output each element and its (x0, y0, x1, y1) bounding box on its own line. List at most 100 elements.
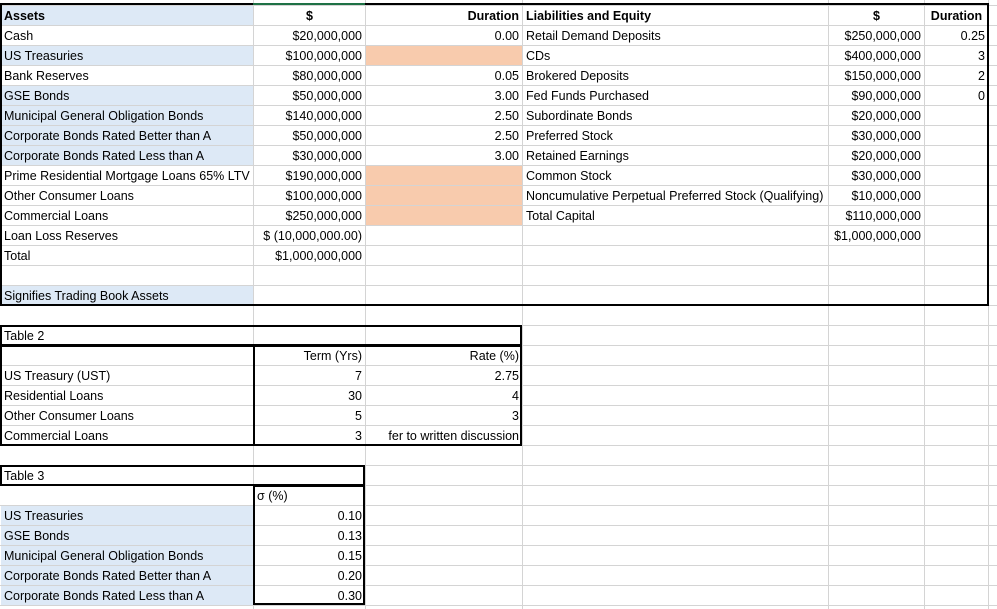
asset-duration[interactable]: 3.00 (494, 149, 519, 163)
liability-amount[interactable]: $110,000,000 (845, 209, 921, 223)
table3-row-name[interactable]: GSE Bonds (1, 526, 253, 545)
asset-amount[interactable]: $30,000,000 (292, 149, 362, 163)
liability-name[interactable]: Retained Earnings (526, 149, 629, 163)
asset-amount[interactable]: $140,000,000 (285, 109, 362, 123)
asset-amount[interactable]: $1,000,000,000 (275, 249, 362, 263)
liability-name[interactable]: Subordinate Bonds (526, 109, 633, 123)
liability-duration[interactable]: 2 (978, 69, 985, 83)
asset-amount[interactable]: $80,000,000 (292, 69, 362, 83)
liability-duration[interactable] (925, 206, 988, 225)
asset-name[interactable]: Total (4, 249, 31, 263)
asset-duration[interactable]: 2.50 (494, 109, 519, 123)
liability-duration[interactable] (925, 106, 988, 125)
liability-amount[interactable]: $400,000,000 (844, 49, 921, 63)
term-header[interactable]: Term (Yrs) (303, 349, 362, 363)
asset-duration[interactable] (366, 186, 522, 205)
asset-duration[interactable] (366, 166, 522, 185)
liability-name[interactable]: Common Stock (526, 169, 612, 183)
table2-title[interactable]: Table 2 (4, 329, 45, 343)
asset-duration[interactable]: 0.00 (494, 29, 519, 43)
table2-term[interactable]: 3 (355, 429, 362, 443)
asset-name[interactable]: Cash (4, 29, 34, 43)
amount-header[interactable]: $ (306, 9, 313, 23)
table3-sigma[interactable]: 0.20 (337, 569, 362, 583)
asset-name[interactable]: Bank Reserves (4, 69, 89, 83)
sigma-header[interactable]: σ (%) (257, 489, 288, 503)
asset-amount[interactable]: $20,000,000 (292, 29, 362, 43)
asset-duration[interactable]: 2.50 (494, 129, 519, 143)
table2-term[interactable]: 30 (348, 389, 362, 403)
liability-amount[interactable]: $20,000,000 (851, 109, 921, 123)
asset-duration[interactable]: 0.05 (494, 69, 519, 83)
table2-term[interactable]: 5 (355, 409, 362, 423)
table3-sigma[interactable]: 0.15 (337, 549, 362, 563)
liability-amount[interactable]: $90,000,000 (851, 89, 921, 103)
asset-name[interactable]: Corporate Bonds Rated Better than A (1, 126, 253, 145)
trading-book-legend[interactable]: Signifies Trading Book Assets (1, 286, 253, 305)
liability-amount[interactable]: $30,000,000 (851, 129, 921, 143)
asset-duration[interactable]: 3.00 (494, 89, 519, 103)
liability-amount[interactable]: $1,000,000,000 (834, 229, 921, 243)
asset-amount[interactable]: $100,000,000 (285, 189, 362, 203)
table3-row-name[interactable]: Corporate Bonds Rated Better than A (1, 566, 253, 585)
liability-name[interactable]: Total Capital (526, 209, 595, 223)
liability-duration[interactable] (925, 166, 988, 185)
liability-name[interactable]: Fed Funds Purchased (526, 89, 649, 103)
liability-amount[interactable]: $250,000,000 (844, 29, 921, 43)
asset-name[interactable]: Commercial Loans (4, 209, 109, 223)
table2-term[interactable]: 7 (355, 369, 362, 383)
asset-amount[interactable]: $250,000,000 (285, 209, 362, 223)
liability-duration[interactable]: 3 (978, 49, 985, 63)
asset-name[interactable]: Loan Loss Reserves (4, 229, 118, 243)
liab-amount-header[interactable]: $ (873, 9, 880, 23)
asset-amount[interactable]: $190,000,000 (285, 169, 362, 183)
liability-name[interactable] (523, 226, 828, 245)
liability-duration[interactable]: 0.25 (960, 29, 985, 43)
asset-amount[interactable]: $ (10,000,000.00) (263, 229, 362, 243)
liability-duration[interactable] (925, 146, 988, 165)
liability-amount[interactable]: $30,000,000 (851, 169, 921, 183)
table3-sigma[interactable]: 0.13 (337, 529, 362, 543)
table2-rate[interactable]: 3 (512, 409, 519, 423)
table2-rate[interactable]: fer to written discussion (388, 429, 519, 443)
asset-amount[interactable]: $50,000,000 (292, 89, 362, 103)
table3-sigma[interactable]: 0.30 (337, 589, 362, 603)
table3-row-name[interactable]: Corporate Bonds Rated Less than A (1, 586, 253, 605)
asset-name[interactable]: GSE Bonds (1, 86, 253, 105)
asset-amount[interactable]: $100,000,000 (285, 49, 362, 63)
liability-amount[interactable]: $20,000,000 (851, 149, 921, 163)
liability-duration[interactable] (925, 226, 988, 245)
asset-name[interactable]: US Treasuries (1, 46, 253, 65)
table2-row-name[interactable]: Other Consumer Loans (4, 409, 134, 423)
asset-name[interactable]: Municipal General Obligation Bonds (1, 106, 253, 125)
table2-rate[interactable]: 2.75 (494, 369, 519, 383)
liability-duration[interactable] (925, 186, 988, 205)
liab-duration-header[interactable]: Duration (930, 9, 983, 23)
liability-name[interactable]: Preferred Stock (526, 129, 613, 143)
asset-name[interactable]: Other Consumer Loans (4, 189, 134, 203)
liabilities-header[interactable]: Liabilities and Equity (526, 9, 652, 23)
asset-name[interactable]: Corporate Bonds Rated Less than A (1, 146, 253, 165)
table2-rate[interactable]: 4 (512, 389, 519, 403)
asset-name[interactable]: Prime Residential Mortgage Loans 65% LTV (4, 169, 250, 183)
table3-row-name[interactable]: US Treasuries (1, 506, 253, 525)
assets-header[interactable]: Assets (1, 6, 253, 25)
table3-sigma[interactable]: 0.10 (337, 509, 362, 523)
table3-row-name[interactable]: Municipal General Obligation Bonds (1, 546, 253, 565)
rate-header[interactable]: Rate (%) (469, 349, 519, 363)
table2-row-name[interactable]: US Treasury (UST) (4, 369, 111, 383)
liability-name[interactable]: Brokered Deposits (526, 69, 629, 83)
asset-duration[interactable] (366, 206, 522, 225)
liability-name[interactable]: Noncumulative Perpetual Preferred Stock … (526, 189, 824, 203)
table2-row-name[interactable]: Residential Loans (4, 389, 104, 403)
liability-amount[interactable]: $150,000,000 (844, 69, 921, 83)
table3-title[interactable]: Table 3 (4, 469, 45, 483)
liability-name[interactable]: Retail Demand Deposits (526, 29, 661, 43)
table2-row-name[interactable]: Commercial Loans (4, 429, 109, 443)
asset-duration[interactable] (366, 46, 522, 65)
asset-amount[interactable]: $50,000,000 (292, 129, 362, 143)
asset-duration[interactable] (366, 226, 522, 245)
liability-amount[interactable]: $10,000,000 (851, 189, 921, 203)
duration-header[interactable]: Duration (467, 9, 519, 23)
liability-duration[interactable]: 0 (978, 89, 985, 103)
